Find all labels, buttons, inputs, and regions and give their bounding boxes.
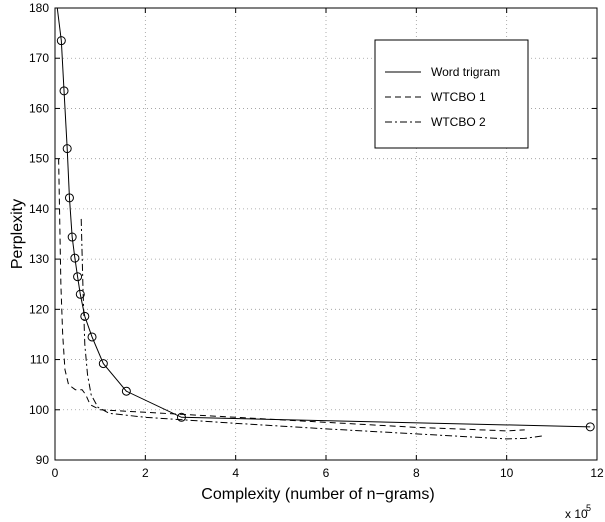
data-point-word-trigram	[98, 359, 108, 369]
x-tick-label: 8	[413, 466, 420, 480]
y-tick-label: 90	[36, 453, 50, 467]
x-multiplier-exponent: 5	[586, 503, 591, 513]
x-multiplier-base: x 10	[565, 507, 588, 521]
y-tick-label: 120	[29, 302, 49, 316]
legend-label-wtcbo-1: WTCBO 1	[431, 90, 486, 104]
legend-box	[374, 39, 529, 149]
data-point-word-trigram	[87, 332, 97, 342]
x-tick-label: 10	[500, 466, 514, 480]
data-point-word-trigram	[59, 86, 69, 96]
x-tick-label: 0	[52, 466, 59, 480]
series-line-word-trigram	[56, 8, 591, 428]
data-point-word-trigram	[176, 412, 186, 422]
legend-label-wtcbo-2: WTCBO 2	[431, 115, 486, 129]
x-tick-label: 4	[232, 466, 239, 480]
y-tick-label: 160	[29, 101, 49, 115]
data-point-word-trigram	[67, 232, 77, 242]
x-axis-multiplier: x 10 5	[565, 503, 591, 521]
grid	[55, 8, 597, 460]
y-tick-label: 130	[29, 252, 49, 266]
series-line-wtcbo-1	[58, 158, 525, 432]
x-axis-label: Complexity (number of n−grams)	[201, 486, 434, 503]
plot-series	[56, 8, 595, 440]
y-tick-label: 110	[30, 353, 49, 367]
data-point-word-trigram	[64, 193, 74, 203]
x-tick-label: 12	[590, 466, 604, 480]
data-point-word-trigram	[56, 36, 66, 46]
y-tick-label: 140	[29, 202, 49, 216]
y-axis-label: Perplexity	[9, 199, 26, 269]
x-tick-label: 2	[142, 466, 149, 480]
data-point-word-trigram	[121, 386, 131, 396]
data-point-word-trigram	[585, 422, 595, 432]
series-line-wtcbo-2	[80, 218, 543, 440]
data-point-word-trigram	[75, 289, 85, 299]
legend: Word trigram WTCBO 1 WTCBO 2	[374, 39, 529, 149]
data-point-word-trigram	[70, 253, 80, 263]
data-point-word-trigram	[73, 272, 83, 282]
axis-ticks: 0 2 4 6 8 10 12 90 100 110 120 130 140 150 160 170 180	[29, 1, 604, 480]
data-point-word-trigram	[62, 144, 72, 154]
y-tick-label: 150	[29, 152, 49, 166]
data-point-word-trigram	[80, 311, 90, 321]
y-tick-label: 100	[29, 403, 49, 417]
y-tick-label: 180	[29, 1, 49, 15]
legend-label-word-trigram: Word trigram	[431, 65, 500, 79]
x-tick-label: 6	[323, 466, 330, 480]
y-tick-label: 170	[29, 51, 49, 65]
